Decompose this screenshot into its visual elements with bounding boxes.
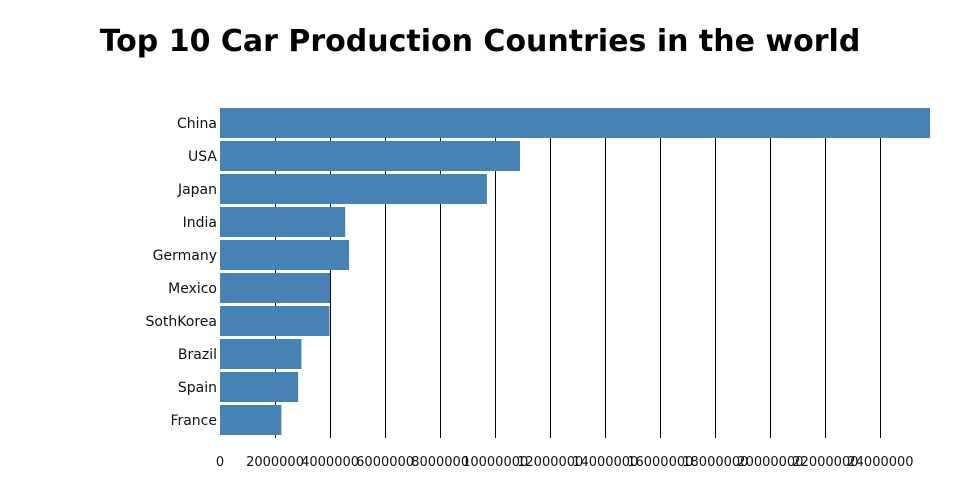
bar-france (220, 405, 282, 435)
bar-japan (220, 174, 487, 204)
bar-sothkorea (220, 306, 330, 336)
bar-mexico (220, 273, 331, 303)
category-labels: China USA Japan India Germany Mexico SothKorea… (145, 116, 217, 429)
bar-spain (220, 372, 299, 402)
chart-title: Top 10 Car Production Countries in the w… (99, 24, 861, 59)
category-label-usa: USA (188, 149, 217, 165)
x-axis-ticks: 0 200000040000006000000800000010000000120… (216, 455, 914, 470)
x-tick-label-11: 22000000 (792, 455, 858, 470)
category-label-japan: Japan (177, 182, 217, 198)
category-label-sothkorea: SothKorea (145, 314, 217, 330)
category-label-brazil: Brazil (178, 347, 217, 363)
category-label-china: China (177, 116, 217, 132)
x-tick-label-8: 16000000 (627, 455, 693, 470)
x-tick-label-5: 10000000 (462, 455, 528, 470)
category-label-india: India (183, 215, 217, 231)
x-tick-label-9: 18000000 (682, 455, 748, 470)
bar-brazil (220, 339, 302, 369)
bar-germany (220, 240, 350, 270)
bars (220, 108, 930, 435)
x-tick-label-2: 4000000 (301, 455, 359, 470)
bar-india (220, 207, 346, 237)
x-tick-label-7: 14000000 (572, 455, 638, 470)
category-label-germany: Germany (153, 248, 217, 264)
category-label-france: France (170, 413, 217, 429)
x-tick-label-4: 8000000 (411, 455, 469, 470)
x-tick-label-3: 6000000 (356, 455, 414, 470)
x-tick-label-6: 12000000 (517, 455, 583, 470)
x-tick-label-1: 2000000 (246, 455, 304, 470)
x-tick-label-12: 24000000 (847, 455, 913, 470)
bar-usa (220, 141, 520, 171)
x-tick-label-0: 0 (216, 455, 224, 470)
category-label-mexico: Mexico (168, 281, 217, 297)
category-label-spain: Spain (178, 380, 217, 396)
x-tick-label-10: 20000000 (737, 455, 803, 470)
bar-china (220, 108, 930, 138)
